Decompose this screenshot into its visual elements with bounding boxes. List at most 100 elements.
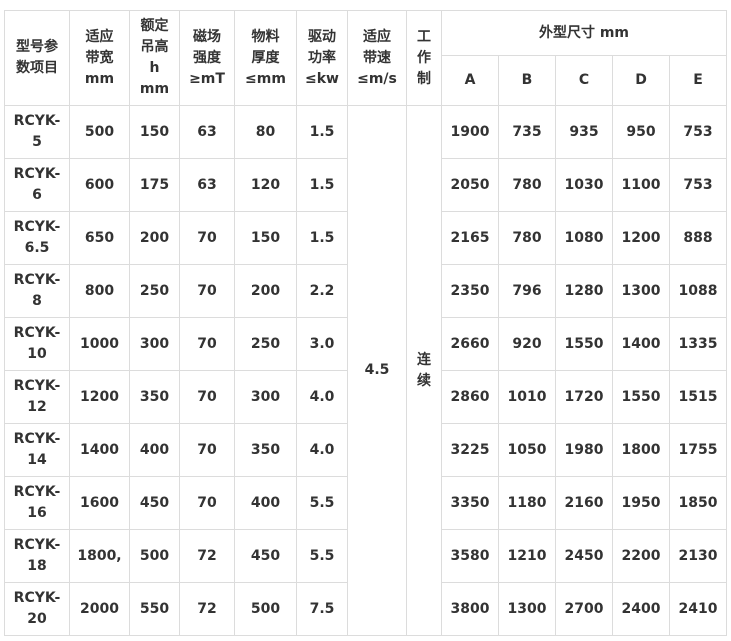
header-row: 型号参 数项目 适应 带宽 mm 额定 吊高 h mm 磁场 强度 ≥mT 物料 厚度 ≤mm 驱动 功率 ≤kw…	[4, 10, 727, 106]
cell-text-line: RCYK-	[13, 537, 61, 553]
table-row: RCYK- 5 500 150 63 80 1.5 4.5 连续 1900 735 935 950 753	[4, 105, 727, 636]
lift-height-cell: 550	[129, 582, 180, 636]
dimension-cell: 780	[498, 158, 556, 212]
dimension-cell: 3580	[441, 529, 499, 583]
drive-power-cell: 1.5	[296, 105, 348, 159]
dimension-cell: 1300	[612, 264, 670, 318]
material-thickness-cell: 400	[234, 476, 297, 530]
cell-text-line: 14	[27, 452, 47, 468]
field-strength-cell: 70	[179, 476, 235, 530]
dimension-column-header: D	[612, 55, 670, 106]
cell-text-line: ≤m/s	[357, 70, 397, 87]
material-thickness-cell: 200	[234, 264, 297, 318]
cell-text-line: 适应	[85, 28, 114, 45]
cell-text-line: 磁场	[193, 28, 221, 45]
model-cell: RCYK- 8	[4, 264, 70, 318]
model-cell: RCYK- 14	[4, 423, 70, 477]
dimension-cell: 1335	[669, 317, 727, 371]
column-header: 额定 吊高 h mm	[129, 10, 180, 106]
belt-width-cell: 1800,	[69, 529, 130, 583]
cell-text-line: ≤kw	[305, 70, 339, 87]
duty-cell: 连续	[406, 105, 442, 636]
dimension-cell: 1550	[612, 370, 670, 424]
dimension-cell: 2700	[555, 582, 613, 636]
field-strength-cell: 70	[179, 370, 235, 424]
cell-text-line: 适应	[363, 28, 391, 45]
cell-text-line: RCYK-	[13, 113, 61, 129]
dimension-cell: 2165	[441, 211, 499, 265]
cell-text-line: mm	[84, 70, 115, 87]
dimension-cell: 1080	[555, 211, 613, 265]
drive-power-cell: 7.5	[296, 582, 348, 636]
dimension-cell: 2050	[441, 158, 499, 212]
field-strength-cell: 70	[179, 317, 235, 371]
cell-text-line: 额定	[140, 18, 169, 34]
dimension-cell: 1088	[669, 264, 727, 318]
dimension-cell: 2860	[441, 370, 499, 424]
cell-text-line: 6	[32, 187, 42, 203]
cell-text-line: 物料	[251, 28, 280, 45]
cell-text-line: 续	[417, 372, 431, 389]
dimension-cell: 1200	[612, 211, 670, 265]
table-row: RCYK- 20 2000 550 72 500 7.5 3800 1300 2700 2400 24…	[4, 582, 727, 636]
cell-text-line: 驱动	[308, 28, 336, 45]
field-strength-cell: 63	[179, 158, 235, 212]
dimension-cell: 2400	[612, 582, 670, 636]
dimension-cell: 753	[669, 105, 727, 159]
dimension-cell: 2450	[555, 529, 613, 583]
cell-text-line: 型号参	[16, 39, 58, 55]
cell-text-line: 18	[27, 558, 47, 574]
material-thickness-cell: 80	[234, 105, 297, 159]
material-thickness-cell: 150	[234, 211, 297, 265]
dimension-cell: 735	[498, 105, 556, 159]
dimension-cell: 3225	[441, 423, 499, 477]
dimension-cell: 1515	[669, 370, 727, 424]
dimension-column-header: C	[555, 55, 613, 106]
cell-text-line: RCYK-	[13, 590, 61, 606]
belt-width-cell: 600	[69, 158, 130, 212]
model-cell: RCYK- 20	[4, 582, 70, 636]
cell-text-line: 功率	[308, 49, 336, 66]
material-thickness-cell: 450	[234, 529, 297, 583]
dimension-cell: 1720	[555, 370, 613, 424]
dimension-cell: 1210	[498, 529, 556, 583]
belt-width-cell: 1600	[69, 476, 130, 530]
spec-table: 型号参 数项目 适应 带宽 mm 额定 吊高 h mm 磁场 强度 ≥mT 物料 厚度 ≤mm 驱动 功率 ≤kw…	[4, 10, 727, 636]
lift-height-cell: 175	[129, 158, 180, 212]
dimension-column-header: A	[441, 55, 499, 106]
belt-width-cell: 1400	[69, 423, 130, 477]
drive-power-cell: 3.0	[296, 317, 348, 371]
dimension-cell: 2130	[669, 529, 727, 583]
dimension-cell: 1950	[612, 476, 670, 530]
cell-text-line: 5	[32, 134, 42, 150]
dimension-cell: 1300	[498, 582, 556, 636]
dimension-column-header: E	[669, 55, 727, 106]
belt-width-cell: 800	[69, 264, 130, 318]
cell-text-line: 数项目	[16, 60, 58, 76]
lift-height-cell: 350	[129, 370, 180, 424]
dimension-cell: 1850	[669, 476, 727, 530]
material-thickness-cell: 300	[234, 370, 297, 424]
cell-text-line: RCYK-	[13, 272, 61, 288]
field-strength-cell: 70	[179, 423, 235, 477]
belt-width-cell: 2000	[69, 582, 130, 636]
cell-text-line: 6.5	[24, 240, 50, 256]
model-cell: RCYK- 12	[4, 370, 70, 424]
dimension-group-header: 外型尺寸 mm	[441, 10, 727, 56]
dimension-cell: 2200	[612, 529, 670, 583]
dimension-cell: 796	[498, 264, 556, 318]
dimension-cell: 3350	[441, 476, 499, 530]
dimension-column-header: B	[498, 55, 556, 106]
dimension-cell: 2660	[441, 317, 499, 371]
dimension-cell: 1550	[555, 317, 613, 371]
drive-power-cell: 4.0	[296, 423, 348, 477]
dimension-cell: 753	[669, 158, 727, 212]
cell-text-line: 10	[27, 346, 47, 362]
cell-text-line: 连	[417, 351, 431, 368]
cell-text-line: RCYK-	[13, 325, 61, 341]
duty-header-text: 工作制	[417, 28, 431, 87]
dimension-cell: 1280	[555, 264, 613, 318]
cell-text-line: 强度	[193, 49, 221, 66]
model-cell: RCYK- 5	[4, 105, 70, 159]
